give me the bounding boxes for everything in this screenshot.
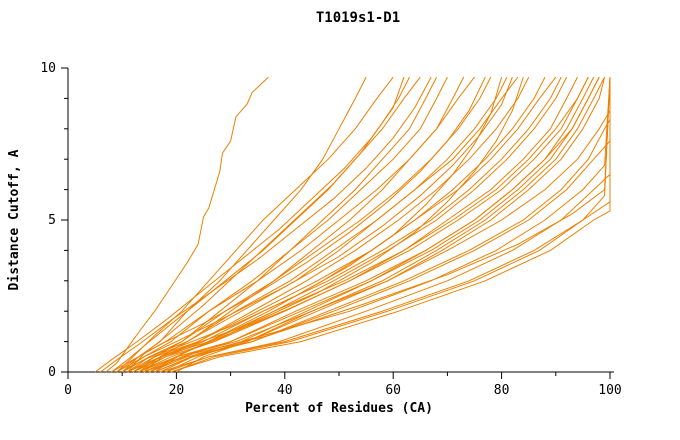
chart-lines	[94, 76, 611, 373]
chart-line	[159, 77, 611, 373]
chart-line	[165, 77, 611, 373]
x-tick-label: 40	[277, 383, 293, 398]
chart-line	[159, 76, 606, 373]
x-tick-label: 0	[64, 383, 72, 398]
chart-line	[116, 76, 475, 373]
chart-line	[111, 76, 421, 373]
chart-line	[121, 76, 503, 373]
chart-line	[170, 77, 611, 373]
x-tick-label: 80	[494, 383, 510, 398]
chart-line	[138, 76, 562, 373]
axes	[67, 68, 614, 373]
chart-line	[127, 76, 557, 373]
chart-line	[149, 76, 595, 373]
y-tick-label: 10	[40, 61, 56, 76]
chart-line	[143, 77, 611, 373]
x-tick-label: 20	[169, 383, 185, 398]
chart-line	[176, 76, 606, 373]
chart-line	[165, 76, 600, 373]
chart-line	[132, 76, 589, 373]
tick-labels: 0 20 40 60 80 100 0 5 10	[40, 61, 621, 398]
chart-line	[127, 76, 492, 373]
chart-title: T1019s1-D1	[316, 10, 400, 26]
tick-marks	[61, 67, 611, 379]
chart-line	[111, 76, 486, 373]
y-tick-label: 0	[48, 365, 56, 380]
chart-line	[149, 77, 611, 373]
x-axis-label: Percent of Residues (CA)	[245, 401, 433, 416]
chart-line	[127, 76, 410, 373]
chart-line	[154, 76, 578, 373]
chart-line	[170, 77, 611, 373]
chart-line	[138, 77, 611, 373]
chart-line	[105, 76, 269, 373]
chart-line	[94, 76, 405, 373]
chart-line	[154, 77, 611, 373]
chart-line	[116, 76, 513, 373]
chart-line	[116, 76, 394, 373]
chart-line	[132, 76, 524, 373]
chart-line	[127, 76, 589, 373]
chart-line	[138, 76, 568, 373]
x-tick-label: 60	[385, 383, 401, 398]
chart-line	[100, 76, 432, 373]
x-tick-label: 100	[598, 383, 621, 398]
chart-line	[121, 76, 519, 373]
chart-line	[121, 76, 448, 373]
y-axis-label: Distance Cutoff, A	[7, 149, 22, 290]
y-tick-label: 5	[48, 213, 56, 228]
